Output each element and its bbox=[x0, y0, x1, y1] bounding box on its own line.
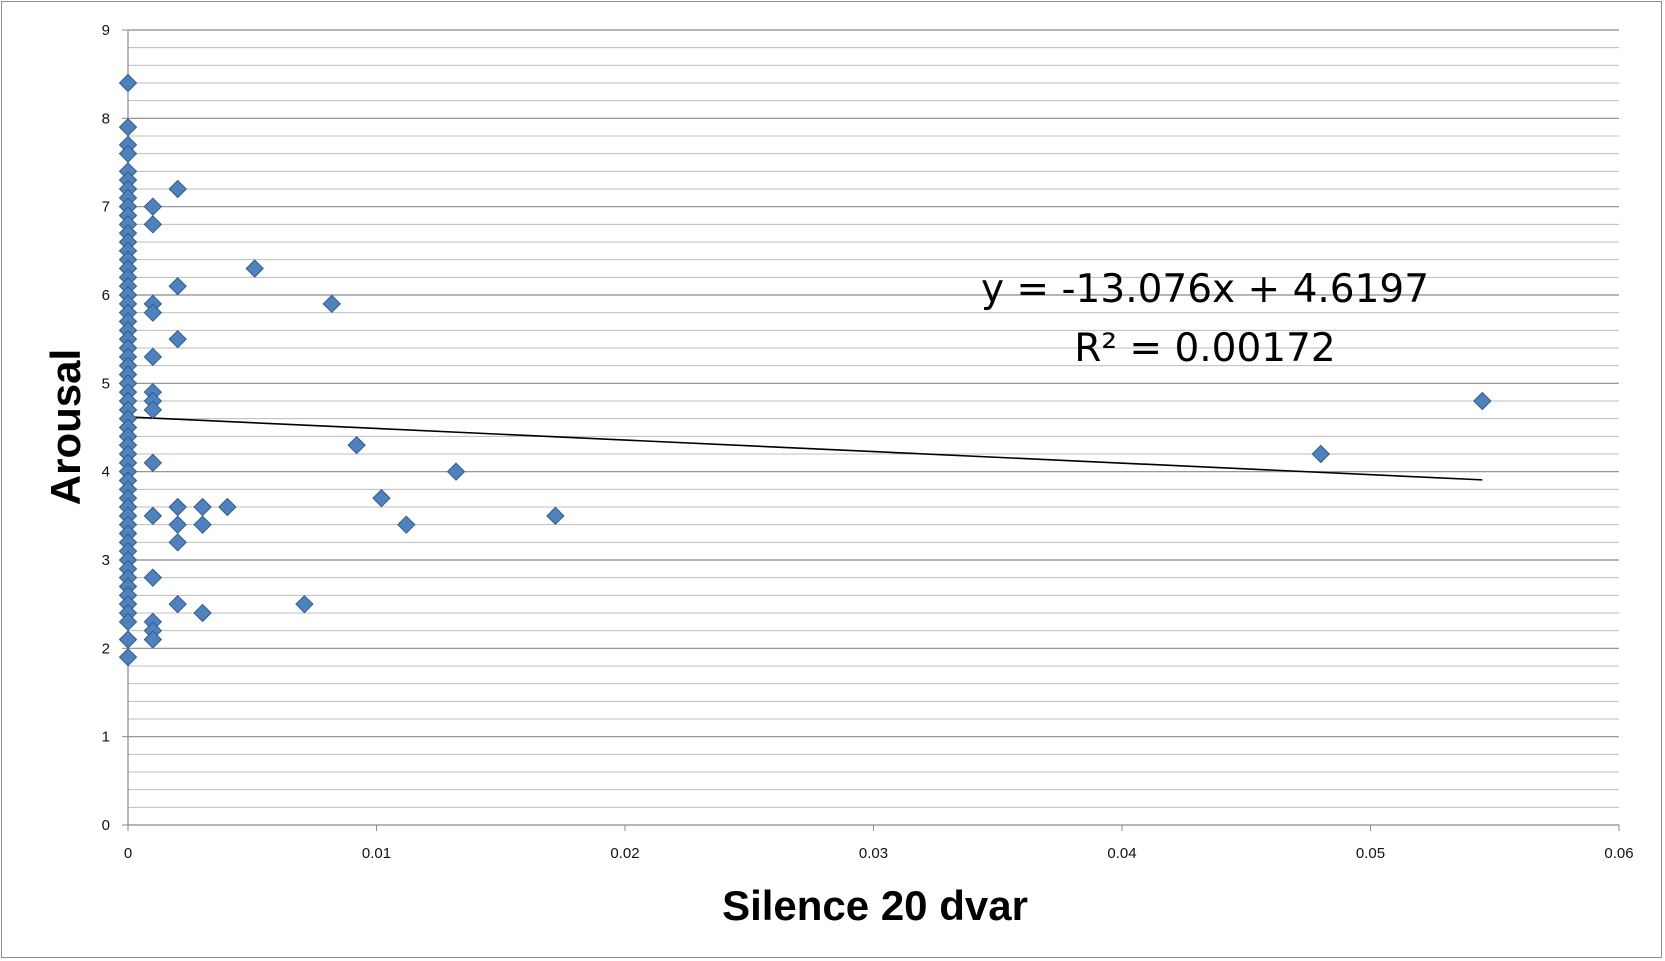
y-tick-label: 7 bbox=[102, 199, 110, 216]
data-point bbox=[168, 497, 187, 517]
y-tick-label: 3 bbox=[102, 552, 110, 569]
y-tick-label: 4 bbox=[102, 464, 110, 481]
data-point bbox=[143, 215, 163, 234]
trendline-group bbox=[127, 416, 1483, 481]
data-point bbox=[143, 347, 163, 367]
data-point bbox=[143, 506, 163, 526]
x-tick-label: 0.06 bbox=[1604, 845, 1633, 862]
x-tick-label: 0.01 bbox=[362, 845, 391, 862]
y-tick-label: 2 bbox=[102, 640, 110, 657]
data-point bbox=[245, 259, 264, 278]
y-tick-label: 6 bbox=[102, 287, 110, 304]
y-tick-label: 1 bbox=[102, 729, 110, 746]
data-point bbox=[168, 594, 187, 614]
data-point bbox=[143, 630, 163, 649]
data-point bbox=[118, 630, 138, 649]
data-point bbox=[118, 647, 138, 667]
x-axis-title: Silence 20 dvar bbox=[722, 882, 1028, 929]
data-point bbox=[1311, 444, 1331, 464]
data-point bbox=[118, 73, 138, 93]
axes bbox=[122, 29, 1620, 831]
data-point bbox=[193, 497, 212, 517]
data-points bbox=[118, 73, 1492, 667]
data-point bbox=[168, 329, 187, 349]
data-point bbox=[372, 488, 391, 508]
x-tick-label: 0.04 bbox=[1107, 845, 1136, 862]
x-tick-label: 0.05 bbox=[1356, 845, 1385, 862]
data-point bbox=[1473, 391, 1492, 411]
data-point bbox=[397, 515, 416, 534]
data-point bbox=[168, 179, 187, 199]
y-axis-title: Arousal bbox=[42, 349, 89, 505]
data-point bbox=[322, 294, 341, 314]
x-tick-label: 0.03 bbox=[859, 845, 888, 862]
data-point bbox=[118, 117, 138, 137]
data-point bbox=[295, 594, 314, 614]
data-point bbox=[143, 568, 163, 587]
data-point bbox=[168, 515, 187, 534]
y-tick-label: 0 bbox=[102, 817, 110, 834]
tick-labels: 0 1 2 3 4 5 6 7 8 9 0 0.01 0.02 0.03 0.04 0.05 0.06 bbox=[102, 22, 1634, 862]
data-point bbox=[218, 497, 237, 517]
data-point bbox=[168, 276, 187, 296]
trendline-r-squared: R² = 0.00172 bbox=[1074, 326, 1335, 371]
trendline bbox=[127, 416, 1483, 481]
x-tick-label: 0.02 bbox=[610, 845, 639, 862]
trendline-equation: y = -13.076x + 4.6197 bbox=[981, 267, 1429, 312]
data-point bbox=[546, 506, 565, 526]
data-point bbox=[143, 453, 163, 473]
data-point bbox=[143, 400, 163, 420]
y-tick-label: 8 bbox=[102, 110, 110, 127]
gridlines bbox=[128, 29, 1619, 808]
data-point bbox=[143, 197, 163, 216]
data-point bbox=[193, 603, 212, 623]
y-tick-label: 5 bbox=[102, 375, 110, 392]
data-point bbox=[347, 435, 366, 455]
data-point bbox=[446, 462, 466, 481]
data-point bbox=[193, 515, 212, 534]
data-point bbox=[168, 533, 187, 552]
data-point bbox=[143, 303, 163, 322]
y-tick-label: 9 bbox=[102, 22, 110, 39]
x-tick-label: 0 bbox=[124, 845, 132, 862]
